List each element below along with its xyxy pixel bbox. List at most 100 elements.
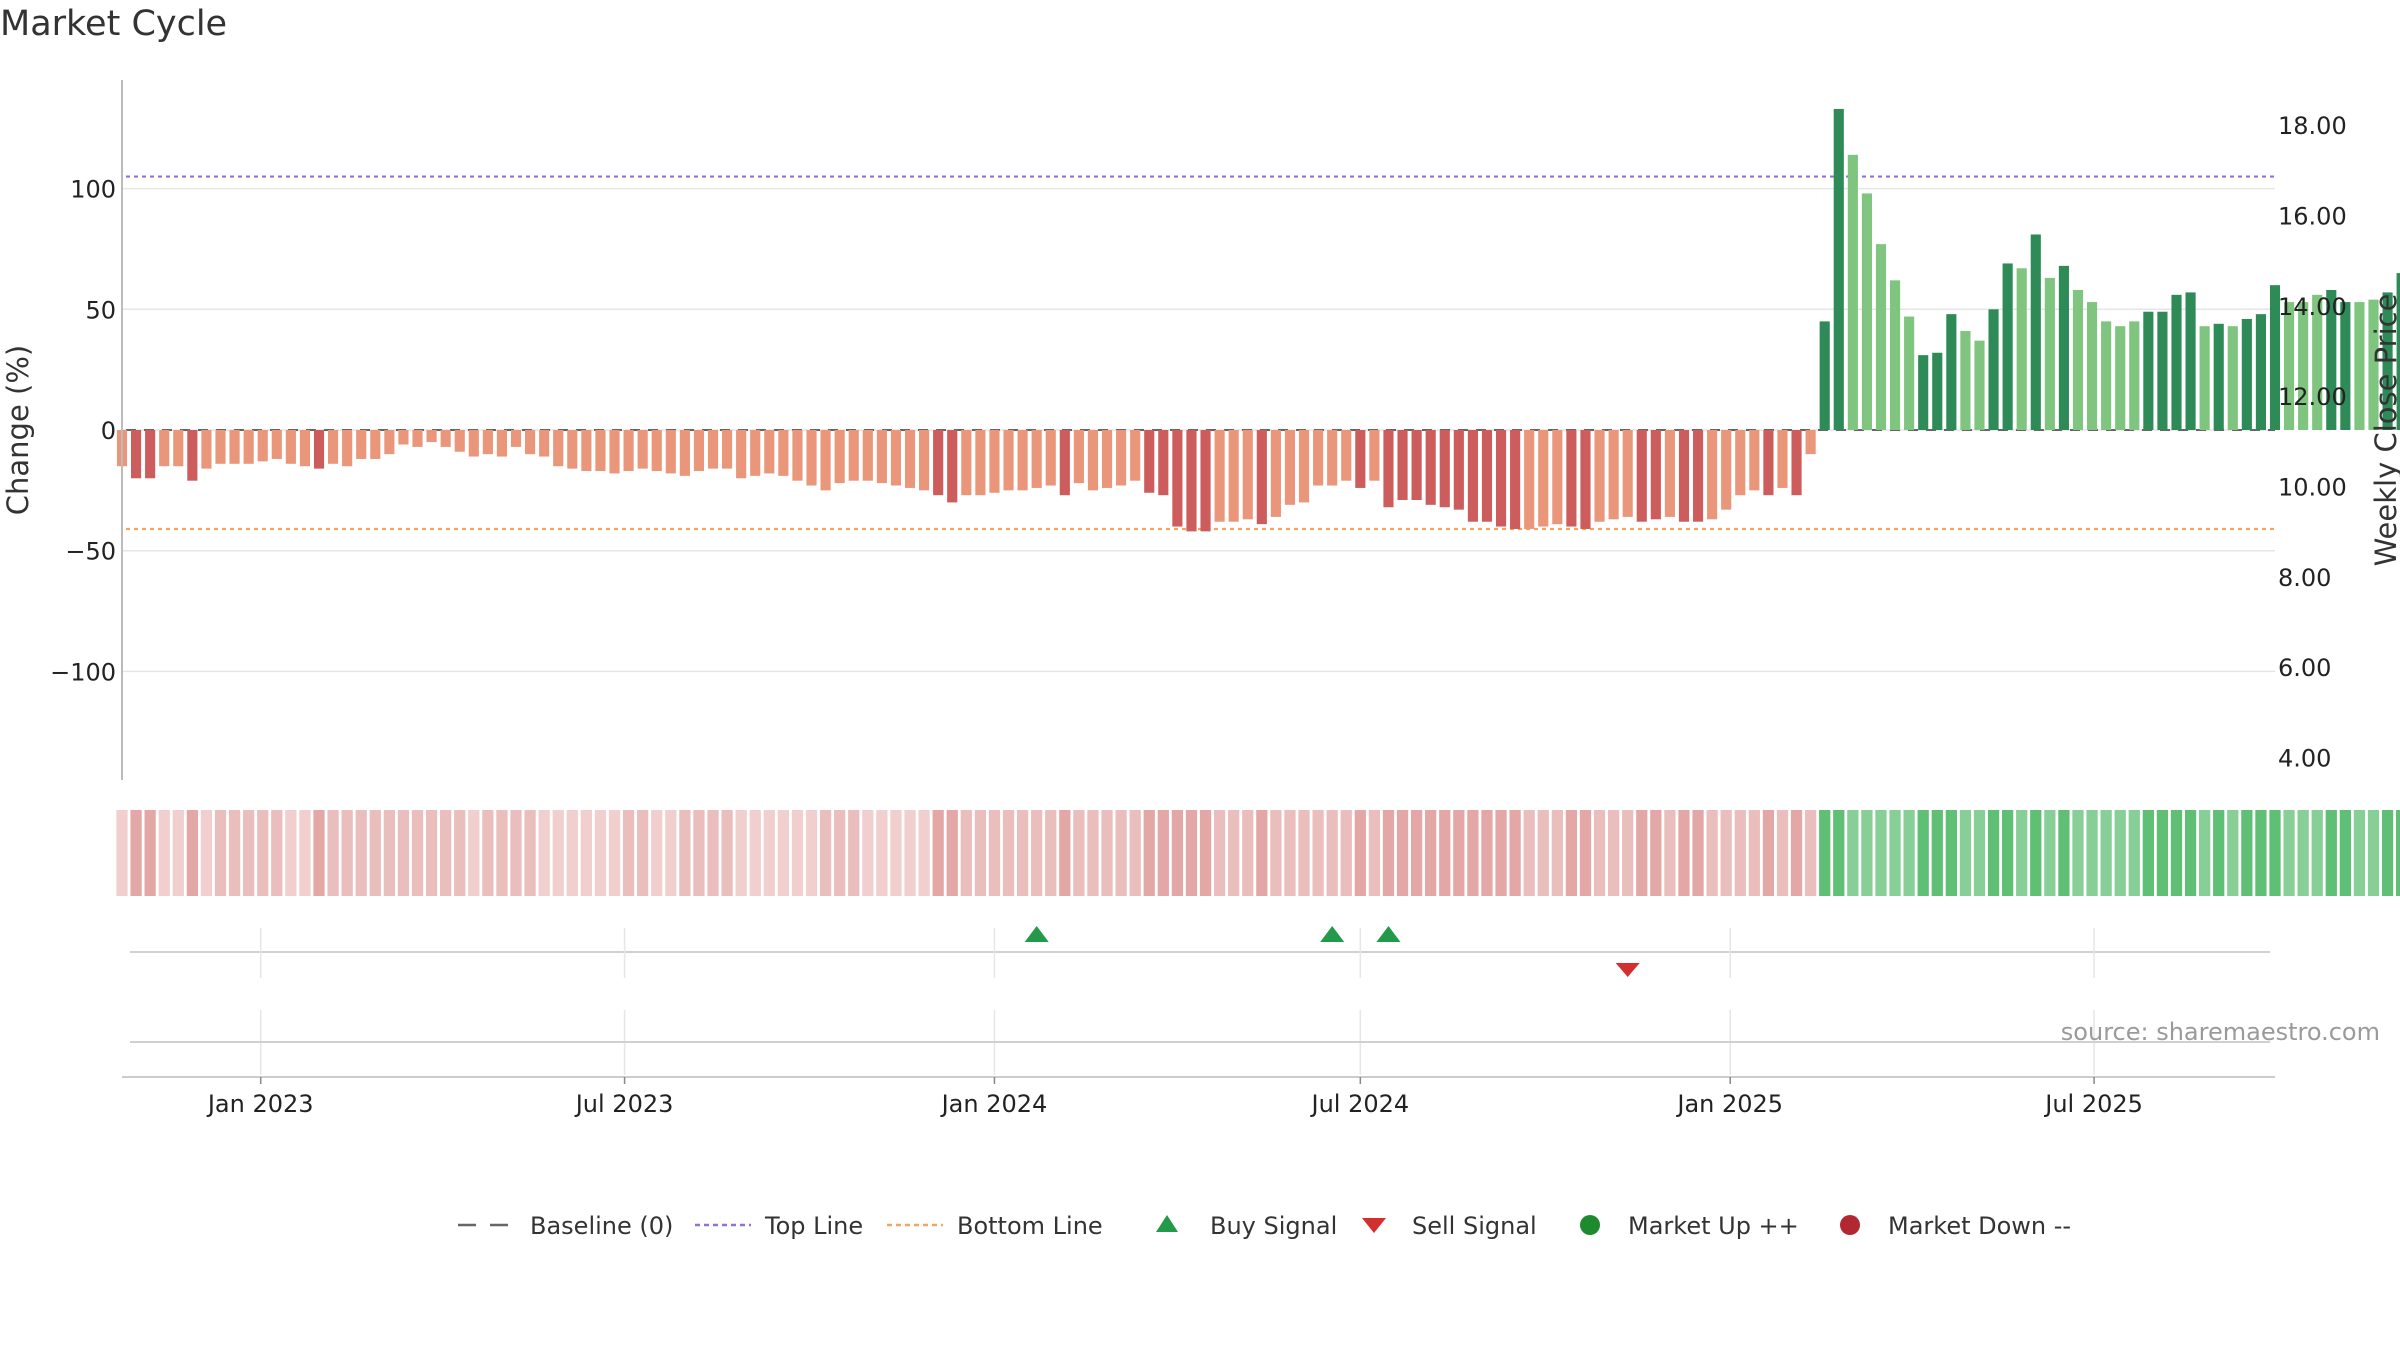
- change-bar: [2340, 302, 2351, 430]
- strip-cell: [341, 810, 353, 896]
- change-bar: [2269, 285, 2281, 430]
- strip-cell: [2114, 810, 2126, 896]
- change-bar: [1467, 430, 1478, 522]
- change-bar: [595, 430, 606, 472]
- strip-cell: [144, 810, 156, 896]
- change-bar: [1313, 430, 1324, 486]
- strip-cell: [1875, 810, 1887, 896]
- strip-cell: [2353, 810, 2366, 896]
- strip-cell: [932, 810, 944, 896]
- change-bar: [1847, 154, 1858, 431]
- strip-cell: [777, 810, 790, 896]
- change-bar: [173, 430, 184, 467]
- legend-label: Top Line: [764, 1212, 863, 1240]
- change-bar: [1749, 430, 1760, 491]
- strip-cell: [2100, 810, 2112, 896]
- strip-cell: [2396, 810, 2400, 896]
- strip-cell: [1692, 810, 1704, 896]
- x-tick-label: Jan 2023: [206, 1090, 314, 1118]
- strip-cell: [1748, 810, 1760, 896]
- strip-cell: [721, 810, 733, 896]
- change-bar: [848, 430, 859, 481]
- legend-label: Buy Signal: [1210, 1212, 1337, 1240]
- change-bar: [313, 430, 325, 469]
- change-bar: [510, 430, 522, 447]
- change-bar: [1130, 430, 1141, 481]
- strip-cell: [862, 810, 874, 896]
- strip-cell: [1804, 810, 1817, 896]
- strip-cell: [1354, 810, 1366, 896]
- change-bar: [2044, 277, 2055, 430]
- change-bar: [1608, 430, 1619, 520]
- strip-cell: [2213, 810, 2225, 896]
- change-bar: [1622, 430, 1633, 517]
- strip-cell: [2058, 810, 2070, 896]
- change-bar: [736, 430, 747, 479]
- strip-cell: [1734, 810, 1746, 896]
- strip-cell: [440, 810, 452, 896]
- change-bar: [553, 430, 564, 467]
- strip-cell: [566, 810, 578, 896]
- strip-cell: [2044, 810, 2056, 896]
- change-bar: [2382, 292, 2393, 430]
- change-bar: [285, 430, 296, 464]
- change-bar: [271, 430, 282, 459]
- strip-cell: [904, 810, 916, 896]
- change-bar: [1284, 430, 1296, 505]
- strip-cell: [1622, 810, 1634, 896]
- strip-cell: [1242, 810, 1254, 896]
- strip-cell: [1298, 810, 1310, 896]
- change-bar: [496, 430, 508, 457]
- strip-cell: [1861, 810, 1873, 896]
- change-bar: [2157, 311, 2168, 430]
- change-bar: [750, 430, 761, 476]
- strip-cell: [355, 810, 367, 896]
- change-bar: [1341, 430, 1352, 481]
- change-bar: [1707, 430, 1718, 520]
- strip-cell: [482, 810, 494, 896]
- change-bar: [1298, 430, 1310, 503]
- change-bar: [1397, 430, 1408, 500]
- change-bar: [1495, 430, 1507, 527]
- strip-cell: [1636, 810, 1648, 896]
- legend-swatch: [1362, 1218, 1386, 1233]
- change-bar: [1791, 430, 1802, 496]
- strip-cell: [1889, 810, 1901, 896]
- strip-cell: [454, 810, 466, 896]
- change-bar: [187, 430, 198, 481]
- change-bar: [215, 430, 226, 464]
- strip-cell: [1917, 810, 1929, 896]
- strip-cell: [2170, 810, 2183, 896]
- strip-cell: [186, 810, 198, 896]
- change-bar: [2213, 323, 2224, 430]
- change-bar: [890, 430, 902, 486]
- change-bar: [1552, 430, 1563, 525]
- strip-cell: [397, 810, 410, 896]
- strip-cell: [158, 810, 170, 896]
- strip-cell: [890, 810, 902, 896]
- strip-cell: [735, 810, 747, 896]
- strip-cell: [510, 810, 522, 896]
- change-bar: [2185, 292, 2196, 430]
- change-bar: [2326, 290, 2337, 430]
- strip-cell: [1593, 810, 1606, 896]
- strip-cell: [1579, 810, 1592, 896]
- strip-cell: [1762, 810, 1775, 896]
- change-bar: [2072, 290, 2084, 430]
- strip-cell: [172, 810, 184, 896]
- strip-cell: [2128, 810, 2140, 896]
- change-bar: [665, 430, 676, 474]
- change-bar: [1228, 430, 1239, 522]
- legend-label: Sell Signal: [1412, 1212, 1537, 1240]
- change-bar: [2368, 299, 2379, 430]
- change-bar: [651, 430, 662, 472]
- y2-tick-label: 4.00: [2278, 744, 2331, 772]
- change-bar: [243, 430, 254, 464]
- strip-cell: [1664, 810, 1676, 896]
- change-bar: [1580, 430, 1591, 529]
- strip-cell: [552, 810, 564, 896]
- strip-cell: [369, 810, 381, 896]
- strip-cell: [2227, 810, 2239, 896]
- change-bar: [1974, 340, 1985, 430]
- y-tick-label: −50: [65, 538, 116, 566]
